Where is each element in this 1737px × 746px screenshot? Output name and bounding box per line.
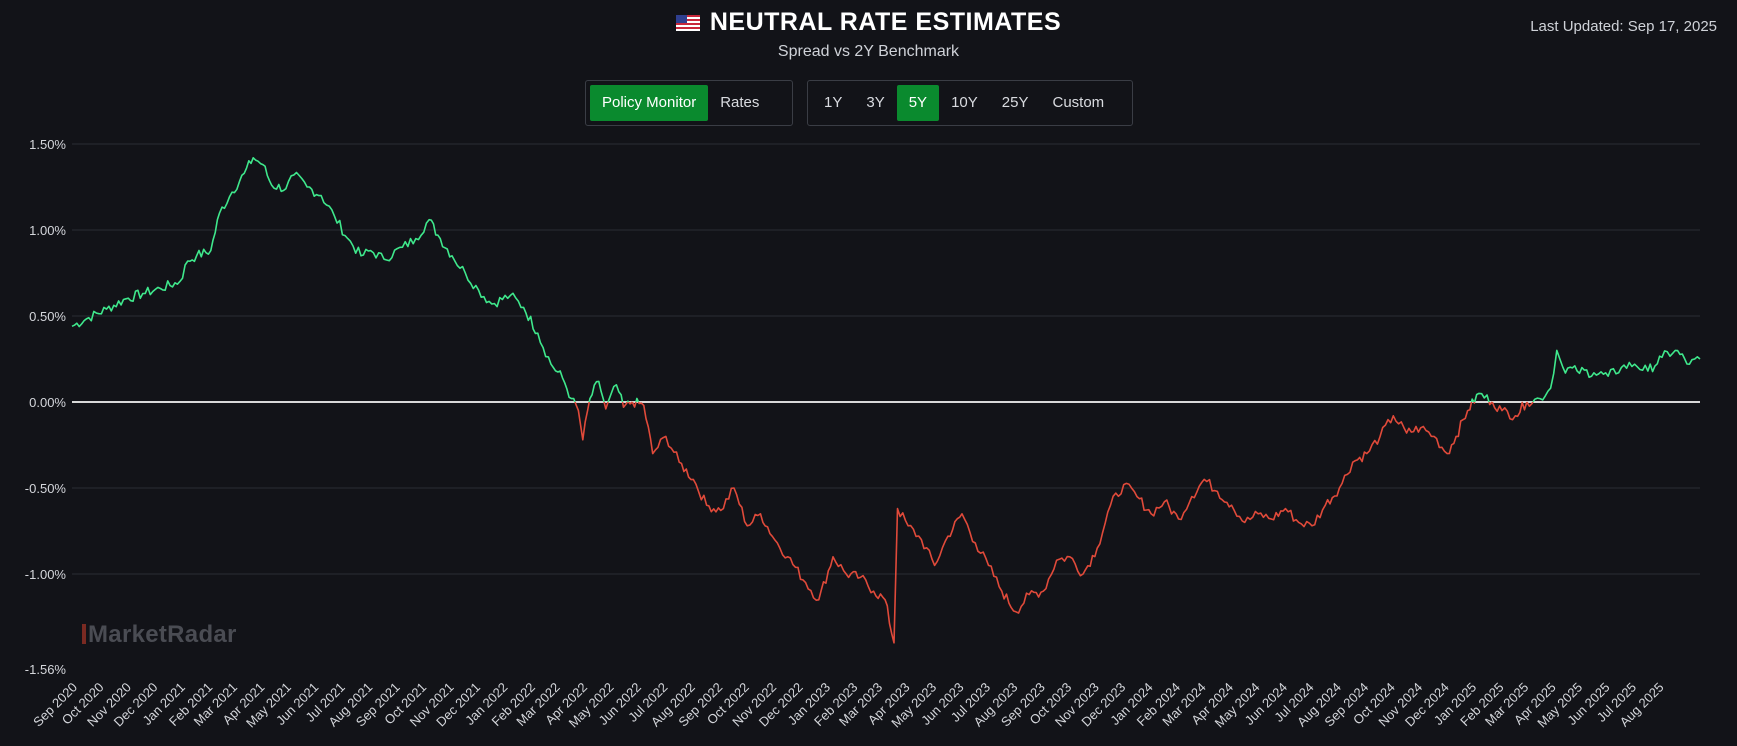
policy-monitor-button[interactable]: Policy Monitor — [590, 85, 709, 121]
view-toggle: Policy Monitor Rates — [585, 80, 793, 126]
watermark-text: MarketRadar — [88, 621, 237, 648]
y-tick-label: 1.00% — [29, 223, 66, 238]
series-line-positive — [1473, 392, 1490, 403]
series-line-negative — [1488, 401, 1493, 406]
series-line-negative — [1491, 401, 1528, 421]
rates-button[interactable]: Rates — [720, 94, 760, 111]
series-line-negative — [631, 401, 637, 408]
title-row: NEUTRAL RATE ESTIMATES — [675, 8, 1062, 37]
chart-header: NEUTRAL RATE ESTIMATES Spread vs 2Y Benc… — [0, 8, 1737, 61]
range-5y-button[interactable]: 5Y — [896, 85, 940, 121]
series-line-negative — [1473, 401, 1476, 404]
series-line-negative — [637, 401, 1473, 644]
series-line-negative — [1526, 401, 1534, 407]
y-tick-label: 0.50% — [29, 309, 66, 324]
range-25y-button[interactable]: 25Y — [1001, 94, 1029, 111]
range-10y-button[interactable]: 10Y — [951, 94, 978, 111]
us-flag-icon — [675, 14, 700, 31]
series-line-positive — [635, 397, 640, 403]
series-line-positive — [607, 384, 624, 403]
y-tick-label: -1.56% — [25, 662, 67, 677]
series-line-positive — [1470, 398, 1475, 403]
series-line-positive — [626, 400, 630, 403]
series-line-negative — [574, 401, 590, 441]
chart-subtitle: Spread vs 2Y Benchmark — [777, 43, 960, 60]
series-line-positive — [71, 157, 576, 403]
series-line-negative — [627, 401, 633, 405]
watermark-logo-icon — [82, 624, 86, 644]
y-tick-label: 1.50% — [29, 137, 66, 152]
series-line-negative — [603, 401, 609, 410]
last-updated: Last Updated: Sep 17, 2025 — [1530, 18, 1717, 35]
chart-title: NEUTRAL RATE ESTIMATES — [709, 8, 1062, 36]
range-3y-button[interactable]: 3Y — [866, 94, 885, 111]
series-line-positive — [1532, 349, 1701, 403]
range-toggle: 1Y 3Y 5Y 10Y 25Y Custom — [807, 80, 1133, 126]
y-tick-label: -1.00% — [25, 567, 67, 582]
range-custom-button[interactable]: Custom — [1052, 94, 1105, 111]
series-line-negative — [621, 401, 629, 408]
y-tick-label: 0.00% — [29, 395, 66, 410]
y-tick-label: -0.50% — [25, 481, 67, 496]
series-line-positive — [588, 380, 605, 403]
watermark: MarketRadar — [82, 621, 237, 649]
range-1y-button[interactable]: 1Y — [824, 94, 843, 111]
